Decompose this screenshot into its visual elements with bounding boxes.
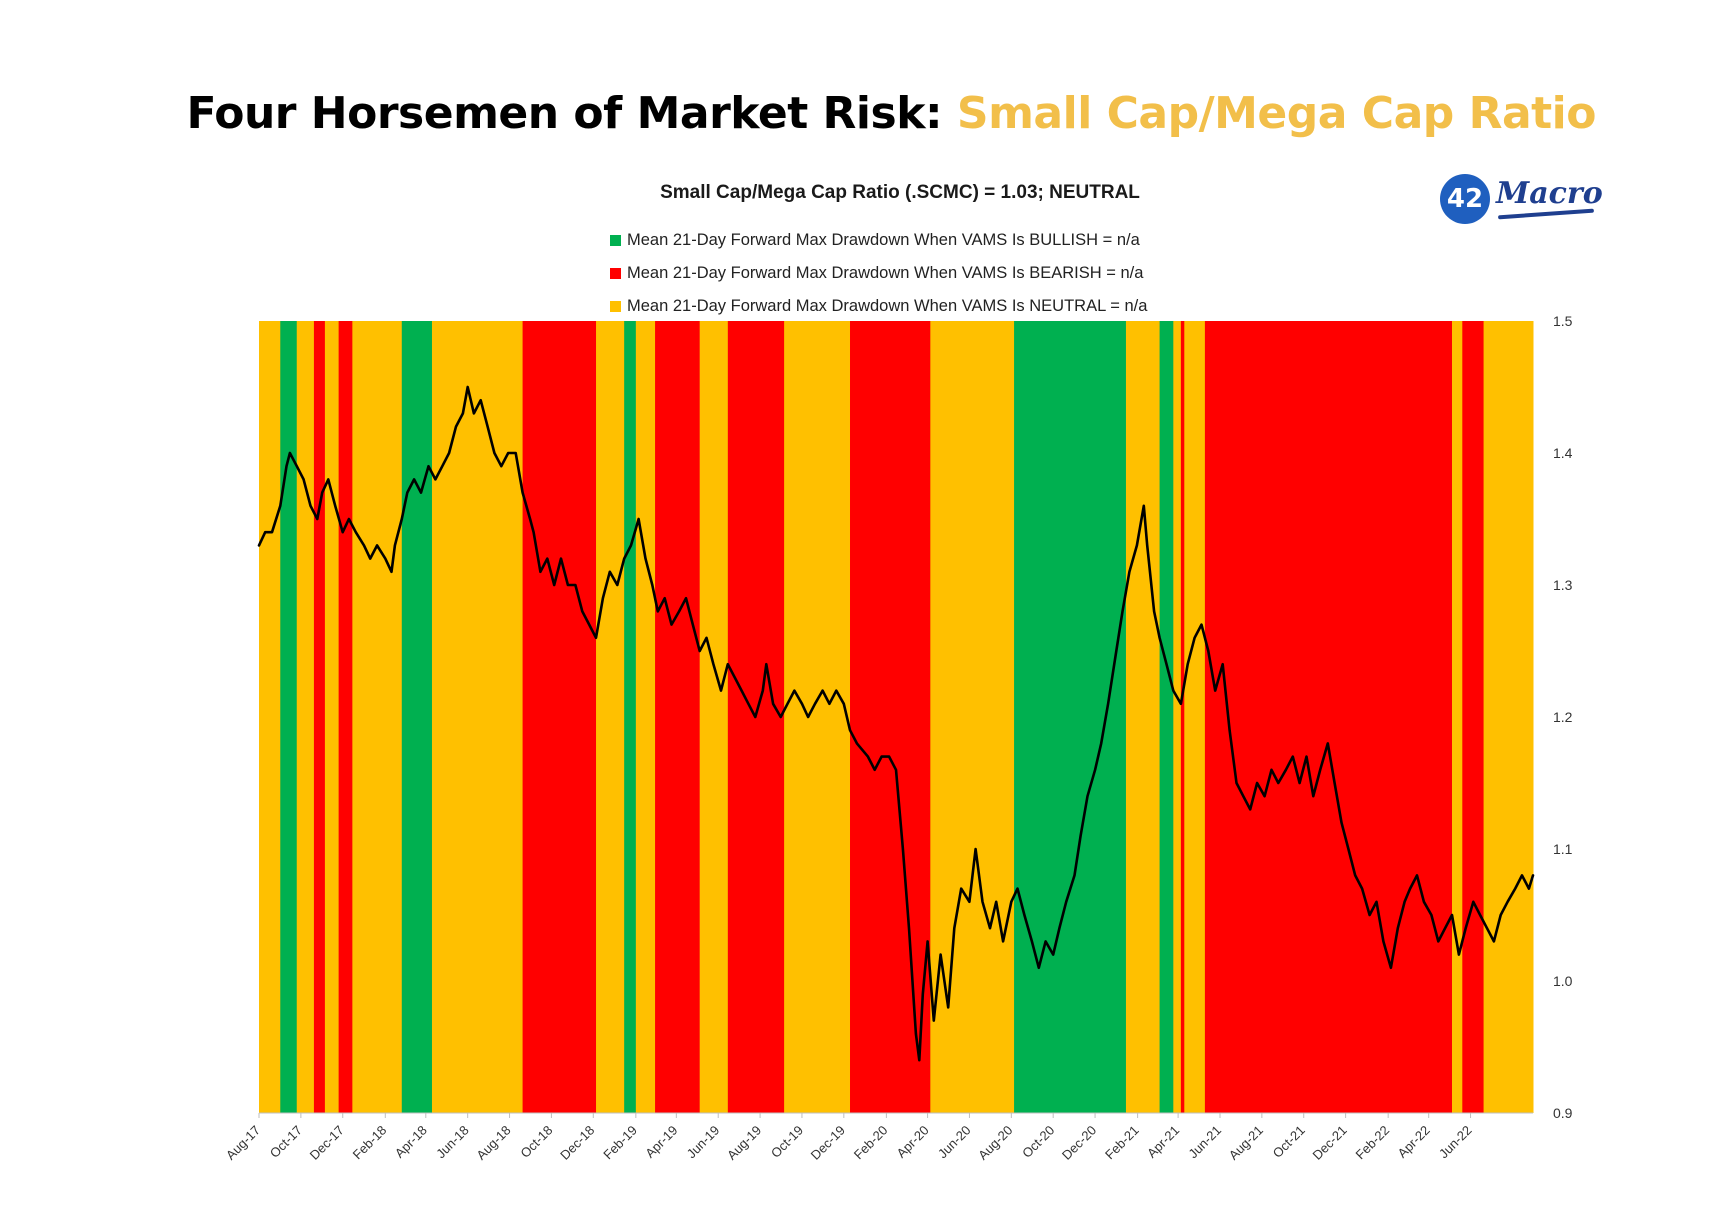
x-tick-label: Dec-17 (307, 1123, 347, 1163)
legend-label-bullish: Mean 21-Day Forward Max Drawdown When VA… (627, 231, 1140, 249)
y-tick-label: 1.0 (1553, 973, 1573, 989)
x-tick-label: Jun-21 (1185, 1123, 1224, 1162)
regime-band-neutral (1125, 321, 1161, 1113)
series-layer (257, 385, 1535, 1062)
regime-band-neutral (1184, 321, 1206, 1113)
regime-bands (259, 321, 1534, 1113)
legend-swatch-neutral (610, 301, 621, 312)
regime-band-bearish (1180, 321, 1185, 1113)
slide-title: Four Horsemen of Market Risk: Small Cap/… (0, 88, 1596, 139)
y-tick-label: 1.4 (1553, 445, 1573, 461)
regime-band-bullish (624, 321, 637, 1113)
regime-band-neutral (259, 321, 281, 1113)
x-tick-label: Apr-19 (642, 1123, 680, 1161)
regime-band-neutral (296, 321, 315, 1113)
regime-band-bearish (850, 321, 931, 1113)
chart-legend: Mean 21-Day Forward Max Drawdown When VA… (610, 224, 1147, 323)
legend-item-bullish: Mean 21-Day Forward Max Drawdown When VA… (610, 224, 1147, 257)
x-tick-label: Feb-21 (1102, 1123, 1142, 1163)
x-tick-label: Aug-18 (473, 1123, 513, 1163)
regime-band-neutral (1173, 321, 1182, 1113)
chart-title: Small Cap/Mega Cap Ratio (.SCMC) = 1.03;… (660, 182, 1140, 203)
regime-band-neutral (431, 321, 524, 1113)
x-tick-label: Feb-20 (851, 1123, 891, 1163)
regime-band-neutral (1452, 321, 1463, 1113)
x-tick-label: Aug-19 (724, 1123, 764, 1163)
legend-item-neutral: Mean 21-Day Forward Max Drawdown When VA… (610, 290, 1147, 323)
legend-item-bearish: Mean 21-Day Forward Max Drawdown When VA… (610, 257, 1147, 290)
regime-band-bearish (522, 321, 597, 1113)
regime-band-neutral (635, 321, 656, 1113)
legend-label-bearish: Mean 21-Day Forward Max Drawdown When VA… (627, 264, 1144, 282)
y-tick-label: 1.2 (1553, 709, 1573, 725)
x-tick-label: Apr-22 (1395, 1123, 1433, 1161)
legend-swatch-bullish (610, 235, 621, 246)
x-tick-label: Feb-18 (350, 1123, 390, 1163)
x-tick-label: Dec-19 (808, 1123, 848, 1163)
y-tick-label: 1.3 (1553, 577, 1573, 593)
regime-band-neutral (784, 321, 851, 1113)
x-axis: Aug-17 Oct-17 Dec-17 Feb-18 Apr-18 Jun-18 Aug-… (223, 1112, 1533, 1163)
regime-band-neutral (324, 321, 340, 1113)
x-tick-label: Apr-20 (893, 1123, 931, 1161)
slide-title-main: Four Horsemen of Market Risk: (186, 88, 943, 139)
y-tick-label: 1.5 (1553, 313, 1573, 329)
logo-badge: 42 (1440, 174, 1490, 224)
regime-band-bearish (1462, 321, 1485, 1113)
x-tick-label: Jun-18 (433, 1123, 472, 1162)
regime-band-neutral (596, 321, 625, 1113)
x-tick-label: Jun-20 (935, 1123, 974, 1162)
x-tick-label: Dec-21 (1309, 1123, 1349, 1163)
x-tick-label: Apr-18 (392, 1123, 430, 1161)
x-tick-label: Aug-17 (223, 1123, 263, 1163)
regime-band-neutral (699, 321, 729, 1113)
x-tick-label: Oct-21 (1270, 1123, 1308, 1161)
regime-band-bearish (1204, 321, 1453, 1113)
x-tick-label: Oct-20 (1019, 1123, 1057, 1161)
regime-band-bearish (313, 321, 326, 1113)
x-tick-label: Feb-22 (1353, 1123, 1393, 1163)
regime-band-bearish (338, 321, 353, 1113)
regime-band-bullish (1014, 321, 1127, 1113)
y-axis: 0.9 1.0 1.1 1.2 1.3 1.4 1.5 (1553, 313, 1573, 1121)
logo-wordmark: Macro (1496, 176, 1603, 211)
regime-band-neutral (352, 321, 403, 1113)
y-tick-label: 1.1 (1553, 841, 1573, 857)
x-tick-label: Dec-18 (557, 1123, 597, 1163)
regime-band-bullish (1159, 321, 1174, 1113)
x-tick-label: Oct-19 (768, 1123, 806, 1161)
x-tick-label: Apr-21 (1144, 1123, 1182, 1161)
series-line (257, 385, 1535, 1062)
logo: 42 Macro (1440, 172, 1603, 228)
x-tick-label: Jun-19 (684, 1123, 723, 1162)
legend-label-neutral: Mean 21-Day Forward Max Drawdown When VA… (627, 297, 1148, 315)
x-tick-label: Feb-19 (600, 1123, 640, 1163)
regime-band-neutral (930, 321, 1015, 1113)
x-tick-label: Aug-20 (975, 1123, 1015, 1163)
x-tick-label: Aug-21 (1226, 1123, 1266, 1163)
x-tick-label: Jun-22 (1436, 1123, 1475, 1162)
y-tick-label: 0.9 (1553, 1105, 1573, 1121)
x-tick-label: Dec-20 (1059, 1123, 1099, 1163)
legend-swatch-bearish (610, 268, 621, 279)
slide-title-highlight: Small Cap/Mega Cap Ratio (956, 88, 1597, 139)
regime-band-neutral (1483, 321, 1534, 1113)
regime-band-bullish (401, 321, 433, 1113)
regime-band-bearish (655, 321, 701, 1113)
regime-band-bullish (280, 321, 298, 1113)
x-tick-label: Oct-17 (267, 1123, 305, 1161)
x-tick-label: Oct-18 (517, 1123, 555, 1161)
